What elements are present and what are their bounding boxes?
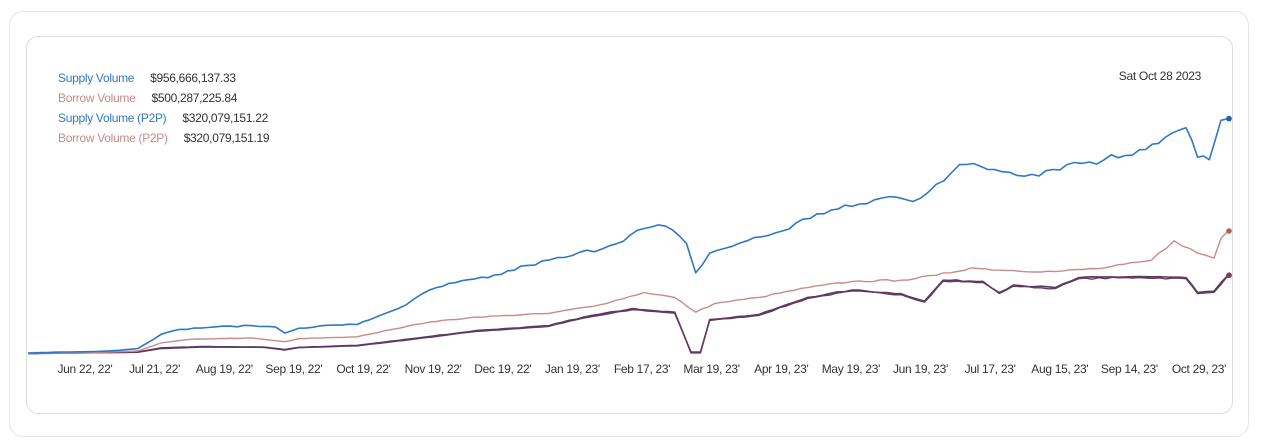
legend-label: Supply Volume (P2P) xyxy=(58,111,167,125)
legend-label: Borrow Volume (P2P) xyxy=(58,131,168,145)
series-line-borrow-volume xyxy=(27,230,1229,354)
legend-item-supply-volume: Supply Volume $956,666,137.33 xyxy=(58,68,269,88)
legend: Supply Volume $956,666,137.33 Borrow Vol… xyxy=(58,68,270,148)
x-tick-label: Sep 14, 23' xyxy=(1101,362,1158,376)
series-end-point xyxy=(1226,115,1232,122)
legend-value: $320,079,151.22 xyxy=(182,111,268,125)
x-tick-label: Sep 19, 22' xyxy=(265,362,322,376)
x-tick-label: Apr 19, 23' xyxy=(754,362,808,376)
chart-card xyxy=(26,36,1233,414)
legend-value: $500,287,225.84 xyxy=(151,91,238,105)
series-line-supply-volume-p2p xyxy=(28,274,1229,355)
x-tick-label: Jun 19, 23' xyxy=(893,362,948,376)
series-end-point xyxy=(1226,228,1232,234)
legend-item-borrow-volume-p2p: Borrow Volume (P2P) $320,079,151.19 xyxy=(58,128,270,148)
x-tick-label: Jun 22, 22' xyxy=(57,362,112,376)
legend-item-borrow-volume: Borrow Volume $500,287,225.84 xyxy=(58,88,269,108)
hover-date-readout: Sat Oct 28 2023 xyxy=(1118,69,1202,83)
x-tick-label: Jan 19, 23' xyxy=(545,362,600,376)
series-line-supply-volume xyxy=(27,117,1229,354)
legend-item-supply-volume-p2p: Supply Volume (P2P) $320,079,151.22 xyxy=(58,108,269,128)
legend-label: Supply Volume xyxy=(58,71,135,85)
x-tick-label: Jul 21, 22' xyxy=(129,362,180,376)
legend-value: $956,666,137.33 xyxy=(150,71,236,85)
x-tick-label: Mar 19, 23' xyxy=(683,362,739,376)
x-tick-label: Aug 19, 22' xyxy=(196,362,253,376)
x-tick-label: May 19, 23' xyxy=(822,362,880,376)
x-tick-label: Dec 19, 22' xyxy=(474,362,531,376)
x-tick-label: Jul 17, 23' xyxy=(965,362,1016,376)
x-tick-label: Feb 17, 23' xyxy=(614,362,670,376)
x-tick-label: Oct 29, 23' xyxy=(1172,362,1226,376)
legend-value: $320,079,151.19 xyxy=(183,131,270,145)
x-tick-label: Aug 15, 23' xyxy=(1031,362,1088,376)
x-tick-label: Nov 19, 22' xyxy=(405,362,462,376)
x-tick-label: Oct 19, 22' xyxy=(336,362,390,376)
legend-label: Borrow Volume xyxy=(58,91,136,105)
series-end-point xyxy=(1226,272,1232,279)
